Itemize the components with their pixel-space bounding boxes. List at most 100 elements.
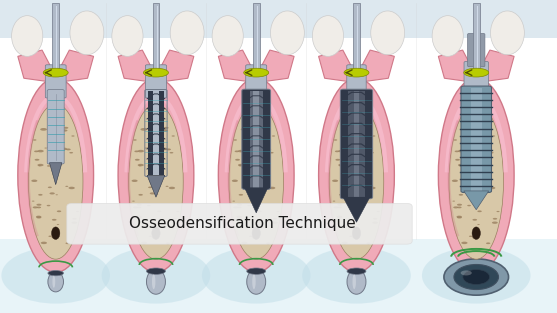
Ellipse shape [34, 151, 38, 152]
Ellipse shape [252, 158, 256, 159]
Ellipse shape [131, 180, 138, 182]
FancyBboxPatch shape [0, 0, 557, 38]
Ellipse shape [338, 164, 344, 166]
Ellipse shape [140, 128, 147, 131]
Ellipse shape [241, 242, 247, 244]
Ellipse shape [477, 224, 480, 225]
Ellipse shape [348, 146, 352, 148]
FancyBboxPatch shape [242, 89, 271, 189]
Ellipse shape [250, 192, 255, 194]
Ellipse shape [233, 206, 238, 208]
Ellipse shape [136, 216, 141, 218]
Ellipse shape [496, 211, 500, 212]
Ellipse shape [475, 235, 478, 236]
Ellipse shape [371, 11, 404, 55]
Ellipse shape [233, 139, 237, 141]
Ellipse shape [257, 224, 260, 225]
Ellipse shape [66, 148, 71, 150]
FancyBboxPatch shape [354, 91, 359, 197]
FancyBboxPatch shape [471, 88, 482, 191]
Ellipse shape [491, 11, 524, 55]
Ellipse shape [52, 276, 55, 288]
Ellipse shape [239, 194, 243, 196]
Ellipse shape [144, 68, 168, 77]
Ellipse shape [137, 207, 141, 208]
Ellipse shape [312, 16, 344, 56]
Ellipse shape [229, 104, 284, 259]
Polygon shape [218, 50, 252, 81]
Ellipse shape [358, 144, 365, 147]
Ellipse shape [422, 247, 530, 304]
FancyBboxPatch shape [159, 91, 164, 175]
Ellipse shape [251, 157, 257, 160]
Ellipse shape [172, 135, 175, 137]
Ellipse shape [255, 154, 260, 156]
Ellipse shape [148, 187, 152, 188]
Ellipse shape [492, 222, 498, 224]
Ellipse shape [28, 104, 83, 259]
Ellipse shape [271, 11, 304, 55]
Ellipse shape [247, 165, 252, 167]
Ellipse shape [173, 218, 177, 220]
Ellipse shape [54, 154, 60, 156]
Circle shape [463, 269, 490, 285]
Ellipse shape [135, 159, 140, 161]
Ellipse shape [478, 156, 484, 159]
Ellipse shape [50, 157, 56, 160]
Ellipse shape [351, 150, 358, 153]
Ellipse shape [353, 227, 360, 239]
Ellipse shape [48, 187, 52, 188]
Ellipse shape [475, 154, 480, 156]
Ellipse shape [354, 162, 359, 165]
Ellipse shape [150, 192, 155, 194]
Ellipse shape [47, 146, 51, 148]
Polygon shape [438, 50, 472, 81]
Ellipse shape [118, 78, 194, 272]
Ellipse shape [41, 242, 47, 244]
Ellipse shape [52, 219, 57, 221]
Ellipse shape [132, 201, 135, 202]
Ellipse shape [112, 16, 143, 56]
Ellipse shape [455, 159, 460, 161]
Ellipse shape [471, 157, 477, 160]
Polygon shape [319, 50, 353, 81]
Ellipse shape [319, 78, 394, 272]
Ellipse shape [345, 147, 348, 149]
Ellipse shape [476, 194, 478, 195]
Ellipse shape [258, 144, 265, 147]
Ellipse shape [218, 78, 294, 272]
Ellipse shape [251, 150, 258, 153]
Ellipse shape [270, 152, 273, 153]
Ellipse shape [489, 187, 495, 189]
Ellipse shape [65, 186, 69, 187]
Ellipse shape [57, 210, 61, 212]
Ellipse shape [31, 180, 37, 182]
Ellipse shape [334, 206, 339, 208]
Ellipse shape [147, 146, 152, 148]
Ellipse shape [334, 139, 337, 141]
Ellipse shape [237, 204, 242, 206]
Ellipse shape [51, 150, 57, 153]
Ellipse shape [37, 150, 44, 152]
Ellipse shape [147, 165, 152, 167]
Ellipse shape [272, 222, 278, 224]
Ellipse shape [333, 201, 335, 202]
Ellipse shape [329, 104, 384, 259]
Ellipse shape [154, 154, 160, 156]
Ellipse shape [373, 218, 378, 220]
Ellipse shape [239, 165, 241, 166]
Ellipse shape [244, 68, 268, 77]
Ellipse shape [252, 227, 260, 239]
Ellipse shape [172, 222, 178, 224]
Ellipse shape [158, 156, 164, 159]
Ellipse shape [457, 207, 462, 208]
Ellipse shape [33, 139, 36, 141]
Ellipse shape [453, 139, 457, 141]
Ellipse shape [461, 128, 467, 131]
FancyBboxPatch shape [253, 91, 259, 188]
Ellipse shape [162, 129, 168, 131]
Ellipse shape [145, 147, 147, 149]
Ellipse shape [370, 152, 374, 153]
Ellipse shape [355, 235, 358, 236]
Ellipse shape [237, 216, 242, 218]
